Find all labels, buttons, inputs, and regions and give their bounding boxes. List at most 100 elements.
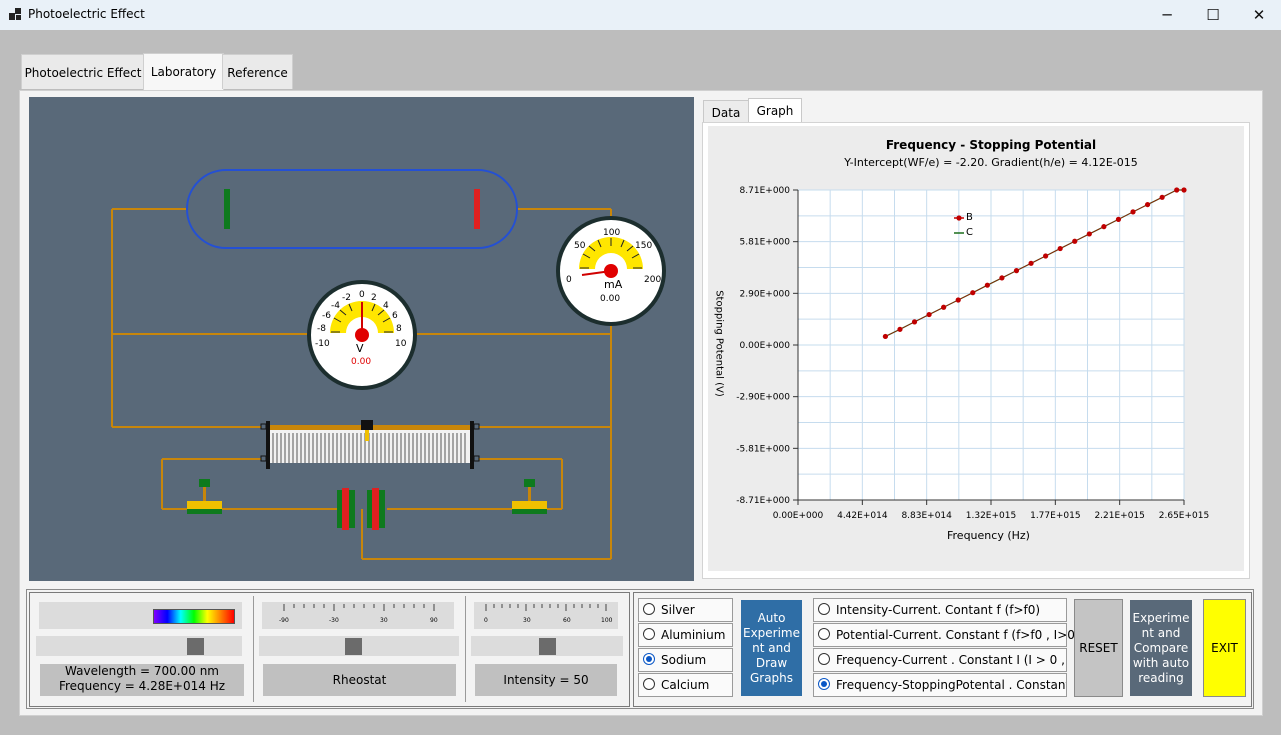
radio-calcium[interactable] [643, 678, 655, 690]
y-tick-label: -2.90E+000 [736, 393, 790, 403]
voltmeter-scale-6: 6 [392, 311, 398, 321]
series-b-point [1028, 260, 1034, 266]
voltmeter-scale-2: 2 [371, 293, 377, 303]
radio-aluminium[interactable] [643, 628, 655, 640]
series-b-point [926, 311, 932, 318]
series-b-point [911, 319, 918, 325]
y-tick-label: 2.90E+000 [740, 289, 791, 299]
reset-button[interactable]: RESET [1074, 599, 1123, 697]
radio-potential-current[interactable] [818, 628, 830, 640]
metal-option-silver[interactable]: Silver [638, 598, 733, 622]
rheostat-ruler: -90 -30 30 90 [262, 602, 454, 629]
experiment-option-frequency-current[interactable]: Frequency-Current . Constant I (I > 0 , [813, 648, 1067, 672]
legend-b-label: B [966, 212, 973, 223]
compare-button[interactable]: Experime nt and Compare with auto readin… [1130, 600, 1192, 696]
rheostat-ruler-tick: -30 [329, 617, 339, 624]
rheostat-slider-thumb[interactable] [345, 638, 362, 655]
y-tick-label: 5.81E+000 [740, 238, 791, 248]
radio-frequency-current[interactable] [818, 653, 830, 665]
radio-silver[interactable] [643, 603, 655, 615]
series-b-point [970, 290, 976, 296]
x-tick-label: 2.21E+015 [1094, 511, 1144, 521]
ammeter-scale-200: 200 [644, 275, 662, 285]
radio-intensity-current[interactable] [818, 603, 830, 615]
radio-frequency-stopping-potential[interactable] [818, 678, 830, 690]
ammeter-scale-0: 0 [566, 275, 572, 285]
minimize-button[interactable]: ─ [1162, 6, 1172, 24]
x-tick-label: 1.32E+015 [966, 511, 1016, 521]
intensity-slider-track[interactable] [471, 636, 623, 656]
maximize-button[interactable]: ☐ [1206, 6, 1220, 24]
y-tick-label: 0.00E+000 [740, 341, 791, 351]
metal-option-aluminium[interactable]: Aluminium [638, 623, 733, 647]
metal-option-calcium[interactable]: Calcium [638, 673, 733, 697]
metal-label: Calcium [661, 678, 710, 692]
tab-reference[interactable]: Reference [222, 54, 293, 89]
legend-c-label: C [966, 227, 973, 238]
radio-sodium[interactable] [643, 653, 655, 665]
experiment-group [633, 592, 1252, 707]
chart-subtitle: Y-Intercept(WF/e) = -2.20. Gradient(h/e)… [844, 156, 1138, 169]
y-tick-label: 8.71E+000 [740, 186, 791, 196]
intensity-ruler-tick: 100 [601, 617, 613, 624]
x-tick-label: 2.65E+015 [1159, 511, 1209, 521]
tab-laboratory[interactable]: Laboratory [143, 53, 224, 92]
wavelength-slider-track[interactable] [36, 636, 242, 656]
series-b-point [1013, 268, 1020, 274]
experiment-option-potential-current[interactable]: Potential-Current. Constant f (f>f0 , I>… [813, 623, 1080, 647]
left-switch[interactable] [187, 479, 222, 514]
ammeter-scale-150: 150 [635, 241, 653, 251]
divider [253, 596, 254, 702]
series-b-point [1043, 253, 1049, 259]
slider-group [29, 592, 630, 707]
tab-data[interactable]: Data [703, 100, 749, 123]
series-b-point [984, 282, 990, 288]
legend-b-marker [956, 215, 962, 221]
exit-button[interactable]: EXIT [1203, 599, 1246, 697]
rheostat-ruler-tick: 30 [380, 617, 388, 624]
series-b-point [1174, 187, 1180, 193]
right-switch[interactable] [512, 479, 547, 514]
auto-experiment-button[interactable]: Auto Experime nt and Draw Graphs [741, 600, 802, 696]
x-tick-label: 8.83E+014 [901, 511, 952, 521]
close-button[interactable]: ✕ [1252, 6, 1266, 24]
tab-graph[interactable]: Graph [748, 98, 802, 125]
voltmeter-scale-m10: -10 [315, 339, 330, 349]
circuit-wires [111, 208, 612, 560]
wavelength-slider-thumb[interactable] [187, 638, 204, 655]
intensity-ruler: 0 30 60 100 [474, 602, 618, 629]
voltmeter-scale-10: 10 [395, 339, 407, 349]
experiment-option-frequency-stopping-potential[interactable]: Frequency-StoppingPotental . Constant I [813, 673, 1067, 697]
series-b-point [955, 297, 961, 303]
experiment-label: Frequency-StoppingPotental . Constant I [836, 678, 1067, 692]
stopping-potential-chart: 0.00E+000 4.42E+014 8.83E+014 1.32E+015 1.77… [736, 186, 1209, 521]
series-b-point [1115, 216, 1122, 222]
ammeter-scale-50: 50 [574, 241, 586, 251]
auto-experiment-label: Auto Experime nt and Draw Graphs [742, 610, 801, 685]
metal-option-sodium[interactable]: Sodium [638, 648, 733, 672]
voltmeter: -10 -8 -6 -4 -2 0 2 4 6 8 10 V 0.00 [307, 280, 417, 390]
intensity-label: Intensity = 50 [475, 664, 617, 696]
compare-label: Experime nt and Compare with auto readin… [1132, 610, 1190, 685]
battery-cells[interactable] [337, 488, 385, 530]
intensity-ruler-tick: 0 [484, 617, 488, 624]
x-tick-label: 4.42E+014 [837, 511, 888, 521]
anode-plate [224, 189, 230, 229]
x-tick-label: 1.77E+015 [1030, 511, 1080, 521]
intensity-slider-thumb[interactable] [539, 638, 556, 655]
cathode-plate [474, 189, 480, 229]
series-b-point [1057, 245, 1063, 252]
voltmeter-scale-8: 8 [396, 324, 402, 334]
rheostat-slider-contact[interactable] [361, 420, 373, 441]
experiment-option-intensity-current[interactable]: Intensity-Current. Contant f (f>f0) [813, 598, 1067, 622]
voltmeter-scale-m4: -4 [331, 301, 340, 311]
rheostat-slider-track[interactable] [259, 636, 459, 656]
intensity-ruler-tick: 30 [523, 617, 531, 624]
intensity-ruler-tick: 60 [563, 617, 571, 624]
series-b-point [941, 304, 947, 310]
series-b-point [1181, 187, 1187, 193]
tab-photoelectric-effect[interactable]: Photoelectric Effect [21, 54, 145, 89]
ammeter: 0 50 100 150 200 mA 0.00 [556, 216, 666, 326]
series-b-point [1101, 224, 1107, 230]
voltmeter-scale-m6: -6 [322, 311, 331, 321]
